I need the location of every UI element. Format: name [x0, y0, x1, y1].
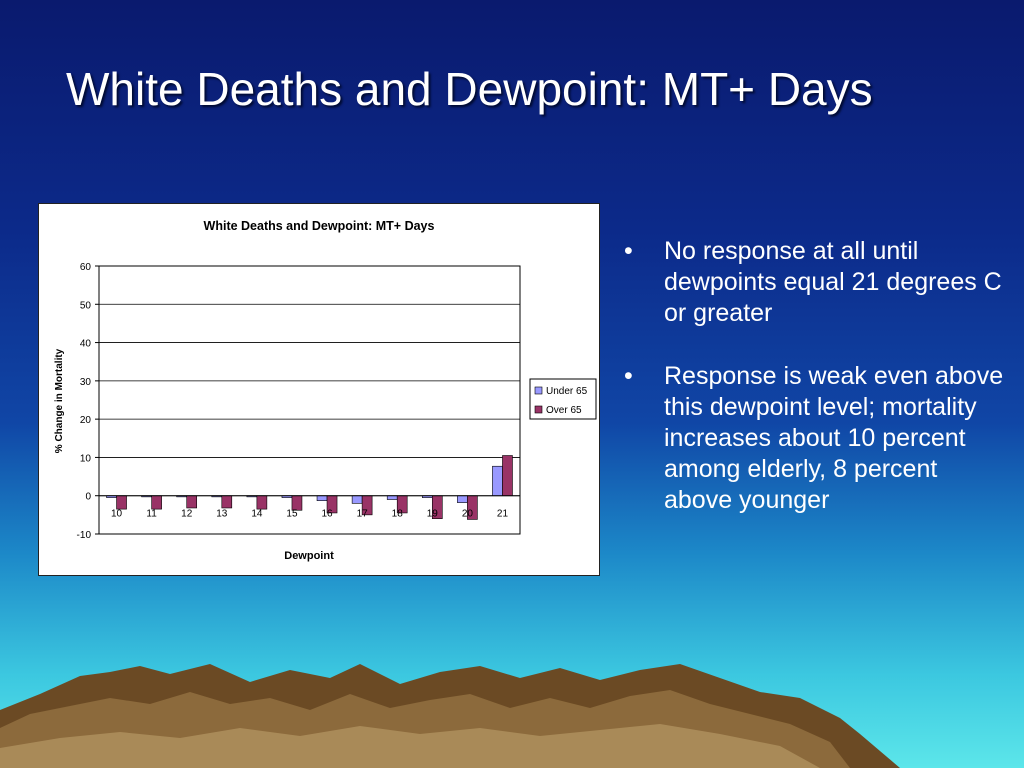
legend-swatch: [534, 386, 543, 395]
bar-over-65: [256, 495, 268, 510]
bullet-dot: •: [624, 237, 633, 265]
chart-title: White Deaths and Dewpoint: MT+ Days: [204, 219, 435, 233]
x-tick-label: 21: [497, 509, 509, 520]
y-tick-label: 0: [85, 492, 91, 503]
bar-over-65: [221, 495, 233, 509]
x-tick-label: 15: [286, 509, 298, 520]
mountain-range-decoration: [0, 664, 900, 768]
x-tick-label: 16: [321, 509, 333, 520]
bar-under-65: [316, 495, 328, 501]
bar-under-65: [386, 495, 398, 500]
bar-over-65: [116, 495, 127, 510]
bullet-dot: •: [624, 362, 633, 390]
bullet-text: Response is weak even above this dewpoin…: [664, 362, 1004, 514]
y-tick-label: 30: [80, 377, 92, 388]
chart-container: White Deaths and Dewpoint: MT+ Days Dewp…: [38, 203, 600, 576]
x-tick-label: 20: [462, 509, 474, 520]
bullet-item: • Response is weak even above this dewpo…: [624, 361, 1004, 516]
x-tick-label: 14: [251, 509, 263, 520]
x-tick-label: 10: [111, 509, 123, 520]
bar-over-65: [502, 455, 513, 497]
x-axis-label: Dewpoint: [284, 550, 334, 562]
legend-label: Under 65: [546, 386, 588, 397]
legend-label: Over 65: [546, 405, 582, 416]
y-tick-label: 10: [80, 453, 92, 464]
bullet-list: • No response at all until dewpoints equ…: [624, 236, 1004, 548]
bar-chart: White Deaths and Dewpoint: MT+ Days Dewp…: [54, 219, 597, 562]
y-tick-label: 20: [80, 415, 92, 426]
bar-over-65: [186, 495, 198, 509]
bar-under-65: [351, 495, 363, 504]
bullet-text: No response at all until dewpoints equal…: [664, 237, 1002, 327]
bar-under-65: [492, 465, 503, 497]
x-tick-label: 18: [392, 509, 404, 520]
bullet-item: • No response at all until dewpoints equ…: [624, 236, 1004, 329]
legend-swatch: [534, 405, 543, 414]
x-tick-label: 13: [216, 509, 228, 520]
y-tick-label: 60: [80, 262, 92, 273]
y-tick-label: 40: [80, 339, 92, 350]
bar-under-65: [457, 495, 468, 503]
plot-area: [98, 265, 521, 535]
slide-title: White Deaths and Dewpoint: MT+ Days: [66, 63, 873, 115]
y-tick-label: 50: [80, 300, 92, 311]
y-tick-label: -10: [77, 530, 92, 541]
x-tick-label: 11: [146, 509, 157, 520]
bar-over-65: [151, 495, 162, 510]
x-tick-label: 17: [357, 509, 369, 520]
x-tick-label: 12: [181, 509, 193, 520]
x-tick-label: 19: [427, 509, 439, 520]
y-axis-label: % Change in Mortality: [54, 348, 65, 453]
